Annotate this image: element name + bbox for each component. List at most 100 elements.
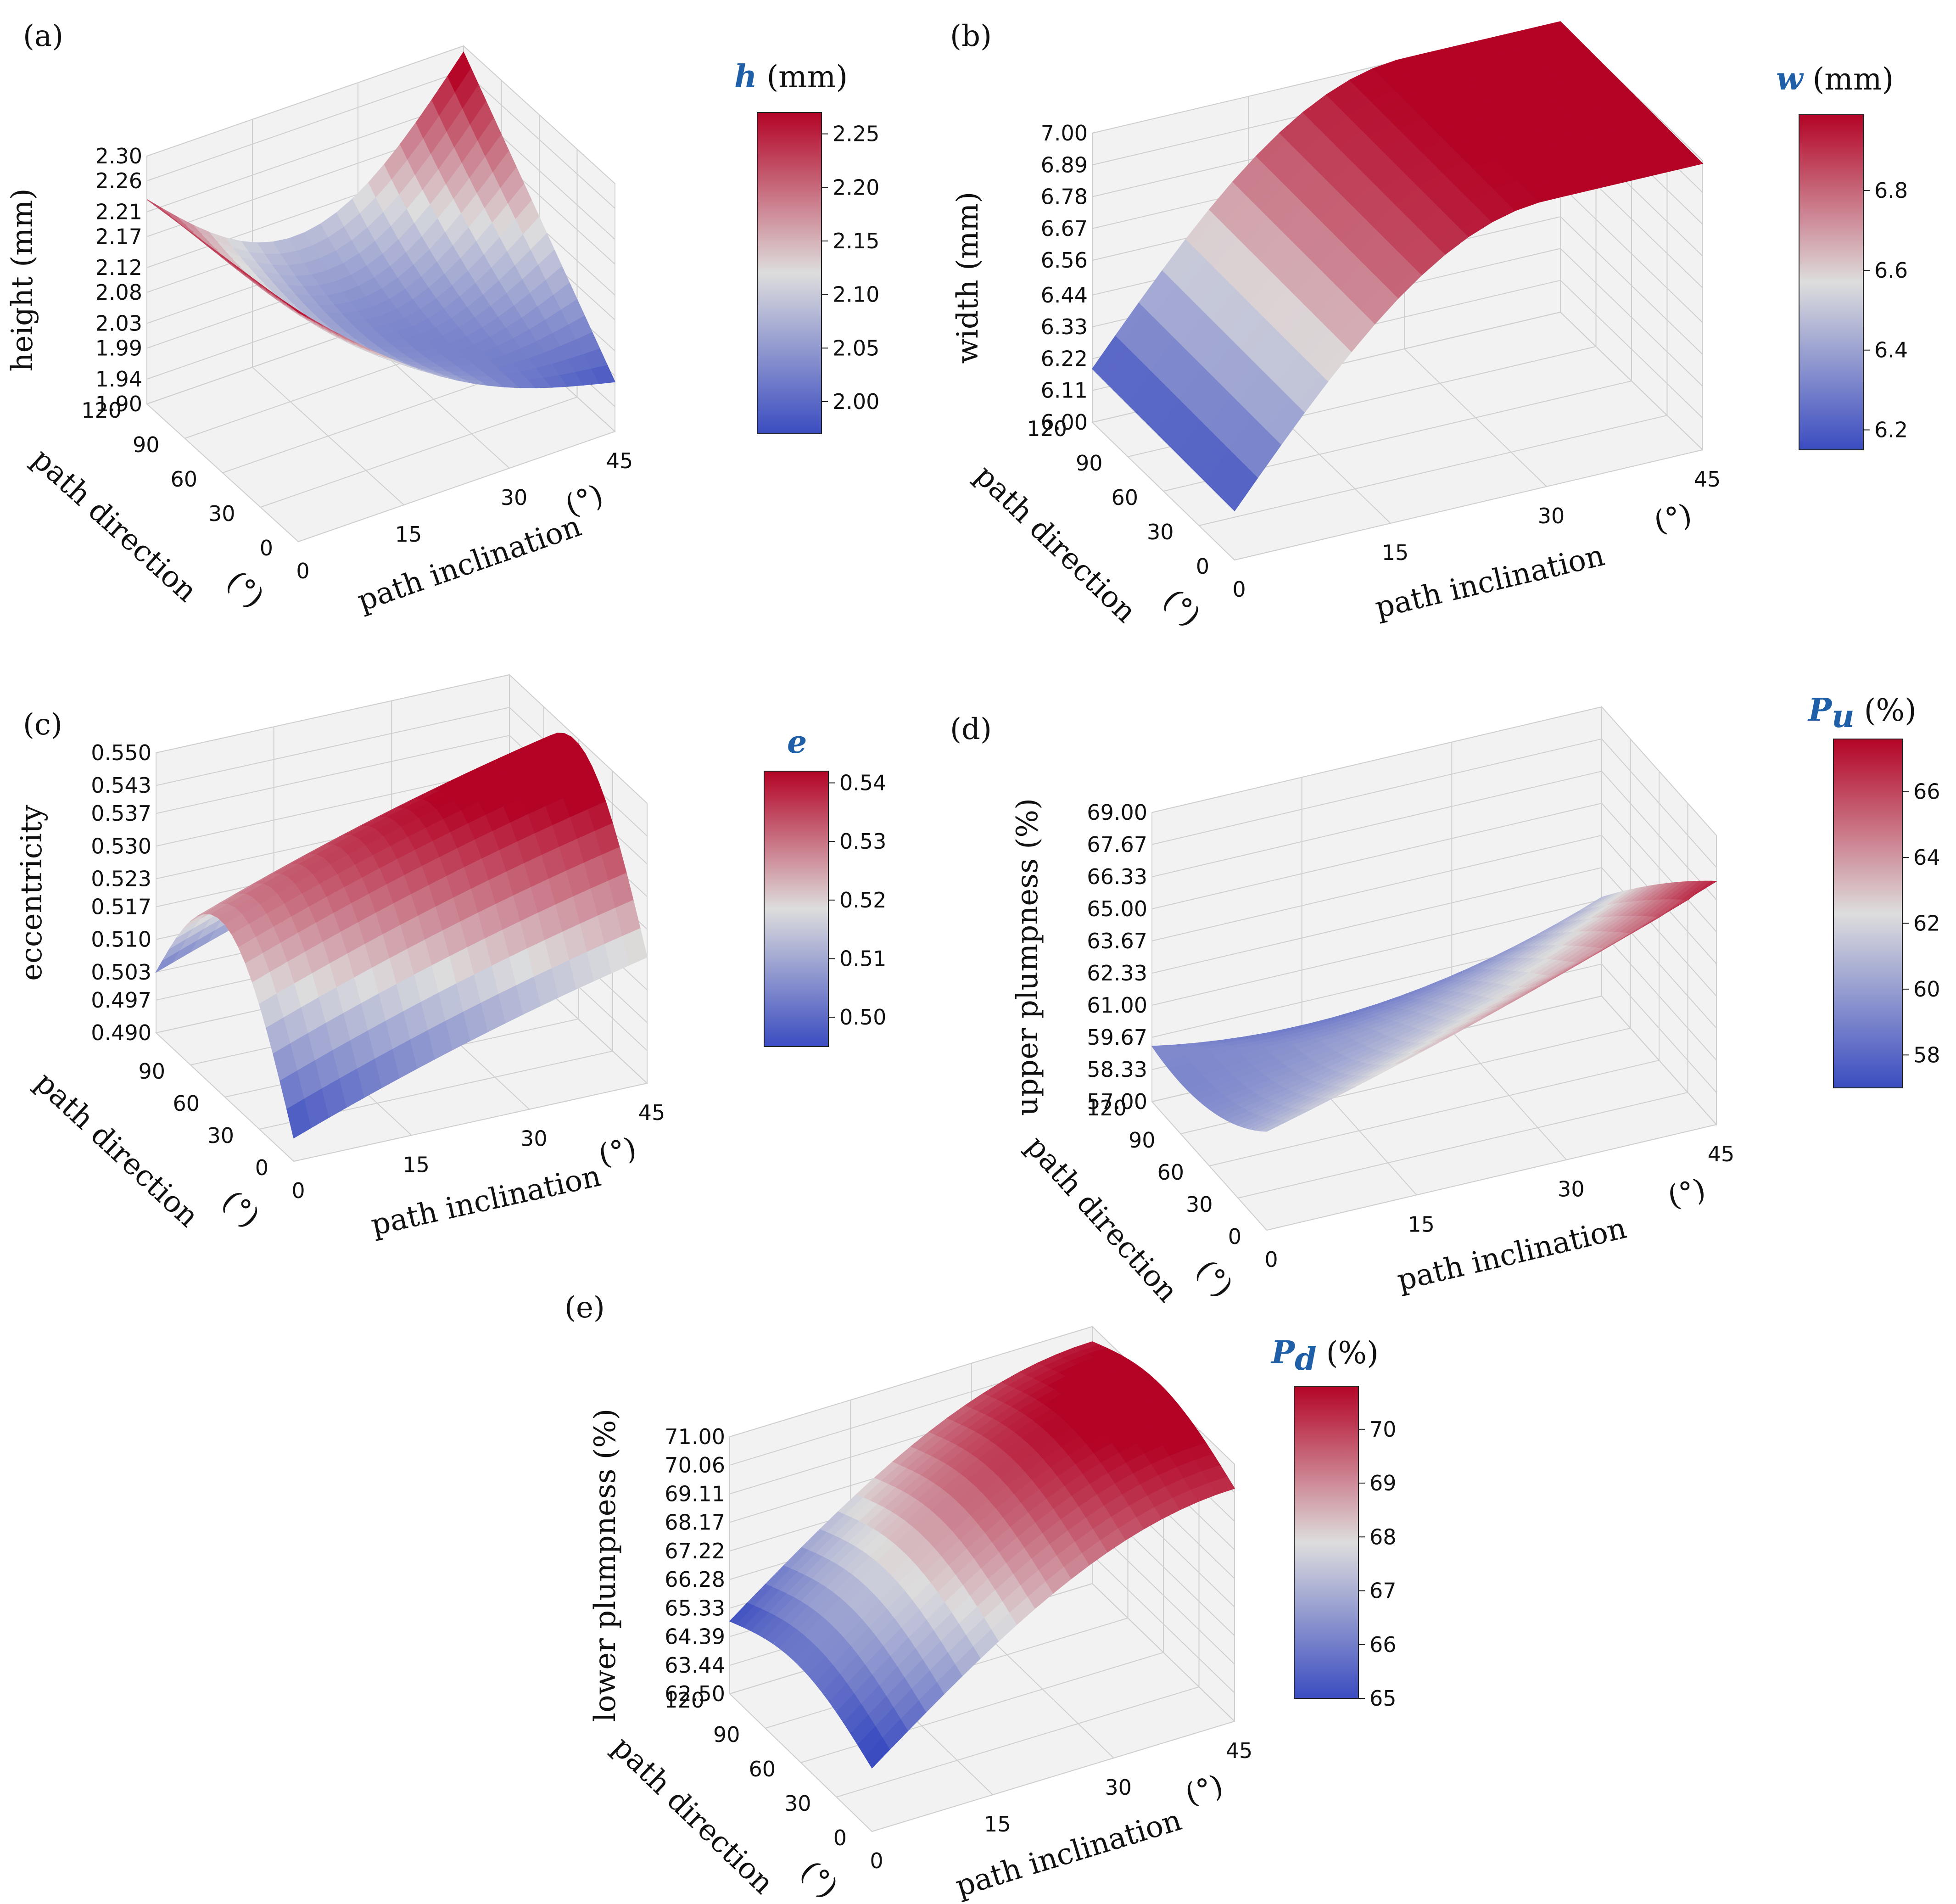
x-axis-unit: (°) — [596, 1131, 640, 1173]
z-tick-label: 6.78 — [1041, 185, 1088, 209]
colorbar-tick-label: 69 — [1369, 1471, 1397, 1495]
x-tick-label: 15 — [395, 522, 422, 547]
z-tick-label: 0.490 — [91, 1020, 151, 1045]
colorbar-unit: (%) — [1864, 693, 1917, 728]
colorbar-unit: (%) — [1326, 1335, 1379, 1371]
y-tick-label: 30 — [1147, 520, 1174, 544]
colorbar-symbol: e — [787, 724, 807, 761]
colorbar — [1799, 114, 1864, 450]
colorbar-unit: (mm) — [766, 59, 848, 95]
colorbar-tick-label: 2.00 — [833, 389, 879, 414]
colorbar-title: Pd (%) — [1270, 1334, 1379, 1378]
x-axis-unit: (°) — [1665, 1172, 1709, 1214]
panel-label: (c) — [23, 708, 62, 742]
y-tick-label: 120 — [1086, 1096, 1127, 1120]
z-tick-label: 0.550 — [91, 740, 151, 765]
x-tick-label: 0 — [291, 1178, 305, 1203]
x-tick-label: 15 — [402, 1152, 430, 1177]
colorbar-tick-label: 66 — [1369, 1632, 1397, 1657]
colorbar-subscript: d — [1295, 1341, 1317, 1378]
colorbar-tick-label: 66 — [1913, 779, 1940, 804]
y-tick-label: 60 — [170, 467, 197, 492]
y-tick-label: 60 — [1157, 1160, 1184, 1185]
y-tick-label: 0 — [833, 1826, 847, 1850]
colorbar-tick-label: 6.4 — [1874, 338, 1908, 363]
panel-a: 015304503060901201.901.941.992.032.082.1… — [6, 19, 879, 618]
z-tick-label: 0.537 — [91, 801, 151, 826]
colorbar-unit: (mm) — [1813, 62, 1894, 97]
y-tick-label: 30 — [1186, 1192, 1213, 1217]
z-tick-label: 2.17 — [95, 224, 142, 249]
gridline-z — [156, 674, 648, 804]
y-axis-unit: (°) — [220, 565, 270, 615]
y-tick-label: 30 — [207, 1123, 234, 1148]
colorbar-tick-label: 58 — [1913, 1042, 1940, 1067]
y-tick-label: 90 — [1076, 451, 1103, 476]
colorbar-tick-label: 70 — [1369, 1417, 1397, 1442]
colorbar-title: e — [787, 724, 807, 761]
z-tick-label: 0.530 — [91, 834, 151, 858]
z-axis-label: width (mm) — [951, 192, 985, 364]
colorbar-tick-label: 60 — [1913, 977, 1940, 1002]
z-axis-label: eccentricity — [15, 805, 49, 981]
y-axis-label: path direction — [1019, 1130, 1184, 1309]
x-axis-unit: (°) — [1651, 498, 1695, 539]
gridline-z — [1151, 738, 1717, 868]
surface — [146, 51, 616, 388]
gridline-z — [1151, 771, 1717, 900]
colorbar-tick-label: 0.51 — [839, 946, 886, 971]
colorbar-tick-label: 6.8 — [1874, 178, 1908, 203]
y-tick-label: 30 — [208, 501, 235, 526]
z-tick-label: 58.33 — [1087, 1057, 1147, 1082]
colorbar-subscript: u — [1832, 698, 1854, 735]
colorbar-symbol: P — [1807, 692, 1833, 728]
x-tick-label: 45 — [1694, 467, 1721, 492]
colorbar-tick-label: 6.2 — [1874, 418, 1908, 442]
z-tick-label: 0.517 — [91, 895, 151, 919]
panel-label: (a) — [23, 19, 63, 53]
colorbar-spacer — [1803, 62, 1813, 97]
colorbar-tick-label: 67 — [1369, 1579, 1397, 1603]
colorbar-tick-label: 6.6 — [1874, 258, 1908, 283]
y-tick-label: 90 — [713, 1722, 740, 1747]
y-tick-label: 120 — [664, 1688, 704, 1713]
colorbar-tick-label: 62 — [1913, 911, 1940, 936]
gridline-z — [1151, 706, 1717, 836]
z-tick-label: 2.26 — [95, 168, 142, 193]
z-tick-label: 6.22 — [1041, 346, 1088, 371]
colorbar — [764, 771, 829, 1047]
y-tick-label: 90 — [138, 1059, 165, 1084]
x-tick-label: 30 — [1105, 1775, 1132, 1800]
surface — [155, 733, 648, 1139]
x-axis-unit: (°) — [1181, 1769, 1227, 1812]
colorbar-tick-label: 2.05 — [833, 336, 879, 360]
z-axis-label: lower plumpness (%) — [588, 1409, 622, 1722]
z-tick-label: 69.11 — [665, 1482, 725, 1506]
y-tick-label: 30 — [784, 1791, 811, 1816]
surface-patch — [1671, 156, 1704, 170]
y-tick-label: 0 — [260, 536, 273, 560]
surface — [1092, 21, 1704, 512]
z-tick-label: 2.03 — [95, 311, 142, 336]
y-tick-label: 60 — [1111, 485, 1138, 510]
surface-patch — [622, 928, 648, 966]
z-tick-label: 69.00 — [1087, 800, 1147, 825]
surface — [729, 1341, 1235, 1769]
colorbar-symbol: h — [734, 58, 757, 95]
colorbar — [1833, 739, 1903, 1088]
z-tick-label: 67.22 — [665, 1539, 725, 1563]
z-axis-label: upper plumpness (%) — [1011, 798, 1045, 1116]
z-tick-label: 2.21 — [95, 200, 142, 224]
y-tick-label: 0 — [255, 1155, 268, 1180]
panel-c: 0 15 30 45 0 30 60 90 0.490 0.497 0.503 0.510 0.517 0… — [15, 673, 886, 1243]
z-tick-label: 66.28 — [665, 1567, 725, 1592]
z-tick-label: 6.44 — [1041, 283, 1088, 308]
y-tick-label: 60 — [173, 1091, 200, 1116]
colorbar-tick-label: 65 — [1369, 1686, 1397, 1711]
gridline-z — [1151, 834, 1717, 964]
x-tick-label: 45 — [638, 1100, 665, 1125]
z-tick-label: 67.67 — [1087, 832, 1147, 857]
z-tick-label: 70.06 — [665, 1453, 725, 1478]
colorbar-tick-label: 0.52 — [839, 888, 886, 913]
colorbar-spacer — [1317, 1335, 1326, 1371]
